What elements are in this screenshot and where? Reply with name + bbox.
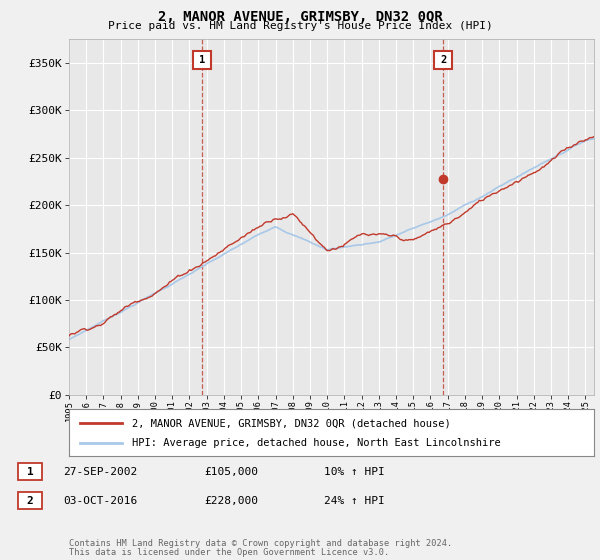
Text: 2: 2 bbox=[440, 55, 446, 65]
Text: 27-SEP-2002: 27-SEP-2002 bbox=[63, 466, 137, 477]
Text: 2: 2 bbox=[26, 496, 34, 506]
Text: 10% ↑ HPI: 10% ↑ HPI bbox=[324, 466, 385, 477]
Text: Price paid vs. HM Land Registry's House Price Index (HPI): Price paid vs. HM Land Registry's House … bbox=[107, 21, 493, 31]
Text: £228,000: £228,000 bbox=[204, 496, 258, 506]
Text: 1: 1 bbox=[199, 55, 206, 65]
Text: 03-OCT-2016: 03-OCT-2016 bbox=[63, 496, 137, 506]
Text: HPI: Average price, detached house, North East Lincolnshire: HPI: Average price, detached house, Nort… bbox=[132, 438, 501, 448]
Text: Contains HM Land Registry data © Crown copyright and database right 2024.: Contains HM Land Registry data © Crown c… bbox=[69, 539, 452, 548]
Text: 2, MANOR AVENUE, GRIMSBY, DN32 0QR: 2, MANOR AVENUE, GRIMSBY, DN32 0QR bbox=[158, 10, 442, 24]
Text: This data is licensed under the Open Government Licence v3.0.: This data is licensed under the Open Gov… bbox=[69, 548, 389, 557]
Text: 1: 1 bbox=[26, 466, 34, 477]
Text: £105,000: £105,000 bbox=[204, 466, 258, 477]
Text: 24% ↑ HPI: 24% ↑ HPI bbox=[324, 496, 385, 506]
Text: 2, MANOR AVENUE, GRIMSBY, DN32 0QR (detached house): 2, MANOR AVENUE, GRIMSBY, DN32 0QR (deta… bbox=[132, 418, 451, 428]
